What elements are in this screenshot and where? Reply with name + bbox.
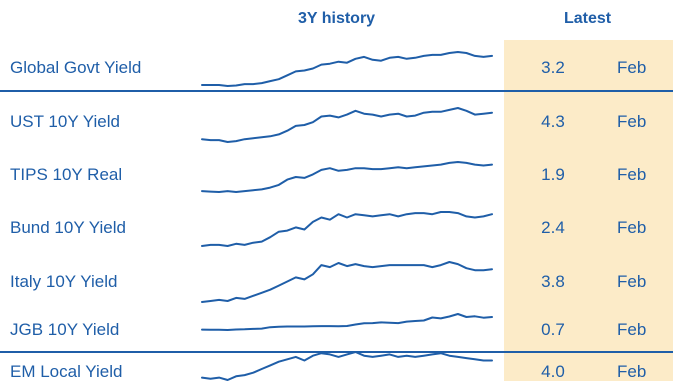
table-row: TIPS 10Y Real 1.9 Feb (0, 155, 673, 195)
sparkline-series (201, 211, 493, 247)
latest-column-background (504, 40, 673, 381)
sparkline-series (201, 51, 493, 87)
sparkline-chart (201, 351, 493, 381)
divider-line (0, 351, 673, 353)
sparkline-series (201, 107, 493, 143)
sparkline-chart (201, 211, 493, 247)
table-row: EM Local Yield 4.0 Feb (0, 352, 673, 392)
latest-month: Feb (617, 272, 647, 291)
table-row: Global Govt Yield 3.2 Feb (0, 48, 673, 88)
latest-value: 1.9 (541, 165, 565, 184)
row-label: UST 10Y Yield (10, 112, 120, 131)
table-row: Bund 10Y Yield 2.4 Feb (0, 208, 673, 248)
row-label: Bund 10Y Yield (10, 218, 126, 237)
sparkline-chart (201, 107, 493, 143)
latest-month: Feb (617, 362, 647, 381)
row-label: Italy 10Y Yield (10, 272, 118, 291)
sparkline-chart (201, 261, 493, 303)
sparkline-chart (201, 313, 493, 331)
table-row: Italy 10Y Yield 3.8 Feb (0, 262, 673, 302)
latest-value: 3.8 (541, 272, 565, 291)
history-column-header: 3Y history (298, 10, 376, 27)
latest-value: 4.3 (541, 112, 565, 131)
latest-value: 2.4 (541, 218, 565, 237)
latest-value: 4.0 (541, 362, 565, 381)
row-label: Global Govt Yield (10, 58, 142, 77)
latest-month: Feb (617, 165, 647, 184)
sparkline-chart (201, 161, 493, 193)
latest-column-header: Latest (564, 10, 612, 27)
sparkline-series (201, 351, 493, 381)
divider-line (0, 90, 673, 92)
row-label: TIPS 10Y Real (10, 165, 123, 184)
latest-month: Feb (617, 112, 647, 131)
latest-month: Feb (617, 320, 647, 339)
sparkline-series (201, 261, 493, 303)
row-label: JGB 10Y Yield (10, 320, 120, 339)
sparkline-chart (201, 51, 493, 87)
latest-month: Feb (617, 58, 647, 77)
table-row: JGB 10Y Yield 0.7 Feb (0, 310, 673, 350)
sparkline-series (201, 313, 493, 331)
latest-value: 3.2 (541, 58, 565, 77)
row-label: EM Local Yield (10, 362, 123, 381)
sparkline-series (201, 161, 493, 193)
latest-value: 0.7 (541, 320, 565, 339)
latest-month: Feb (617, 218, 647, 237)
table-row: UST 10Y Yield 4.3 Feb (0, 102, 673, 142)
